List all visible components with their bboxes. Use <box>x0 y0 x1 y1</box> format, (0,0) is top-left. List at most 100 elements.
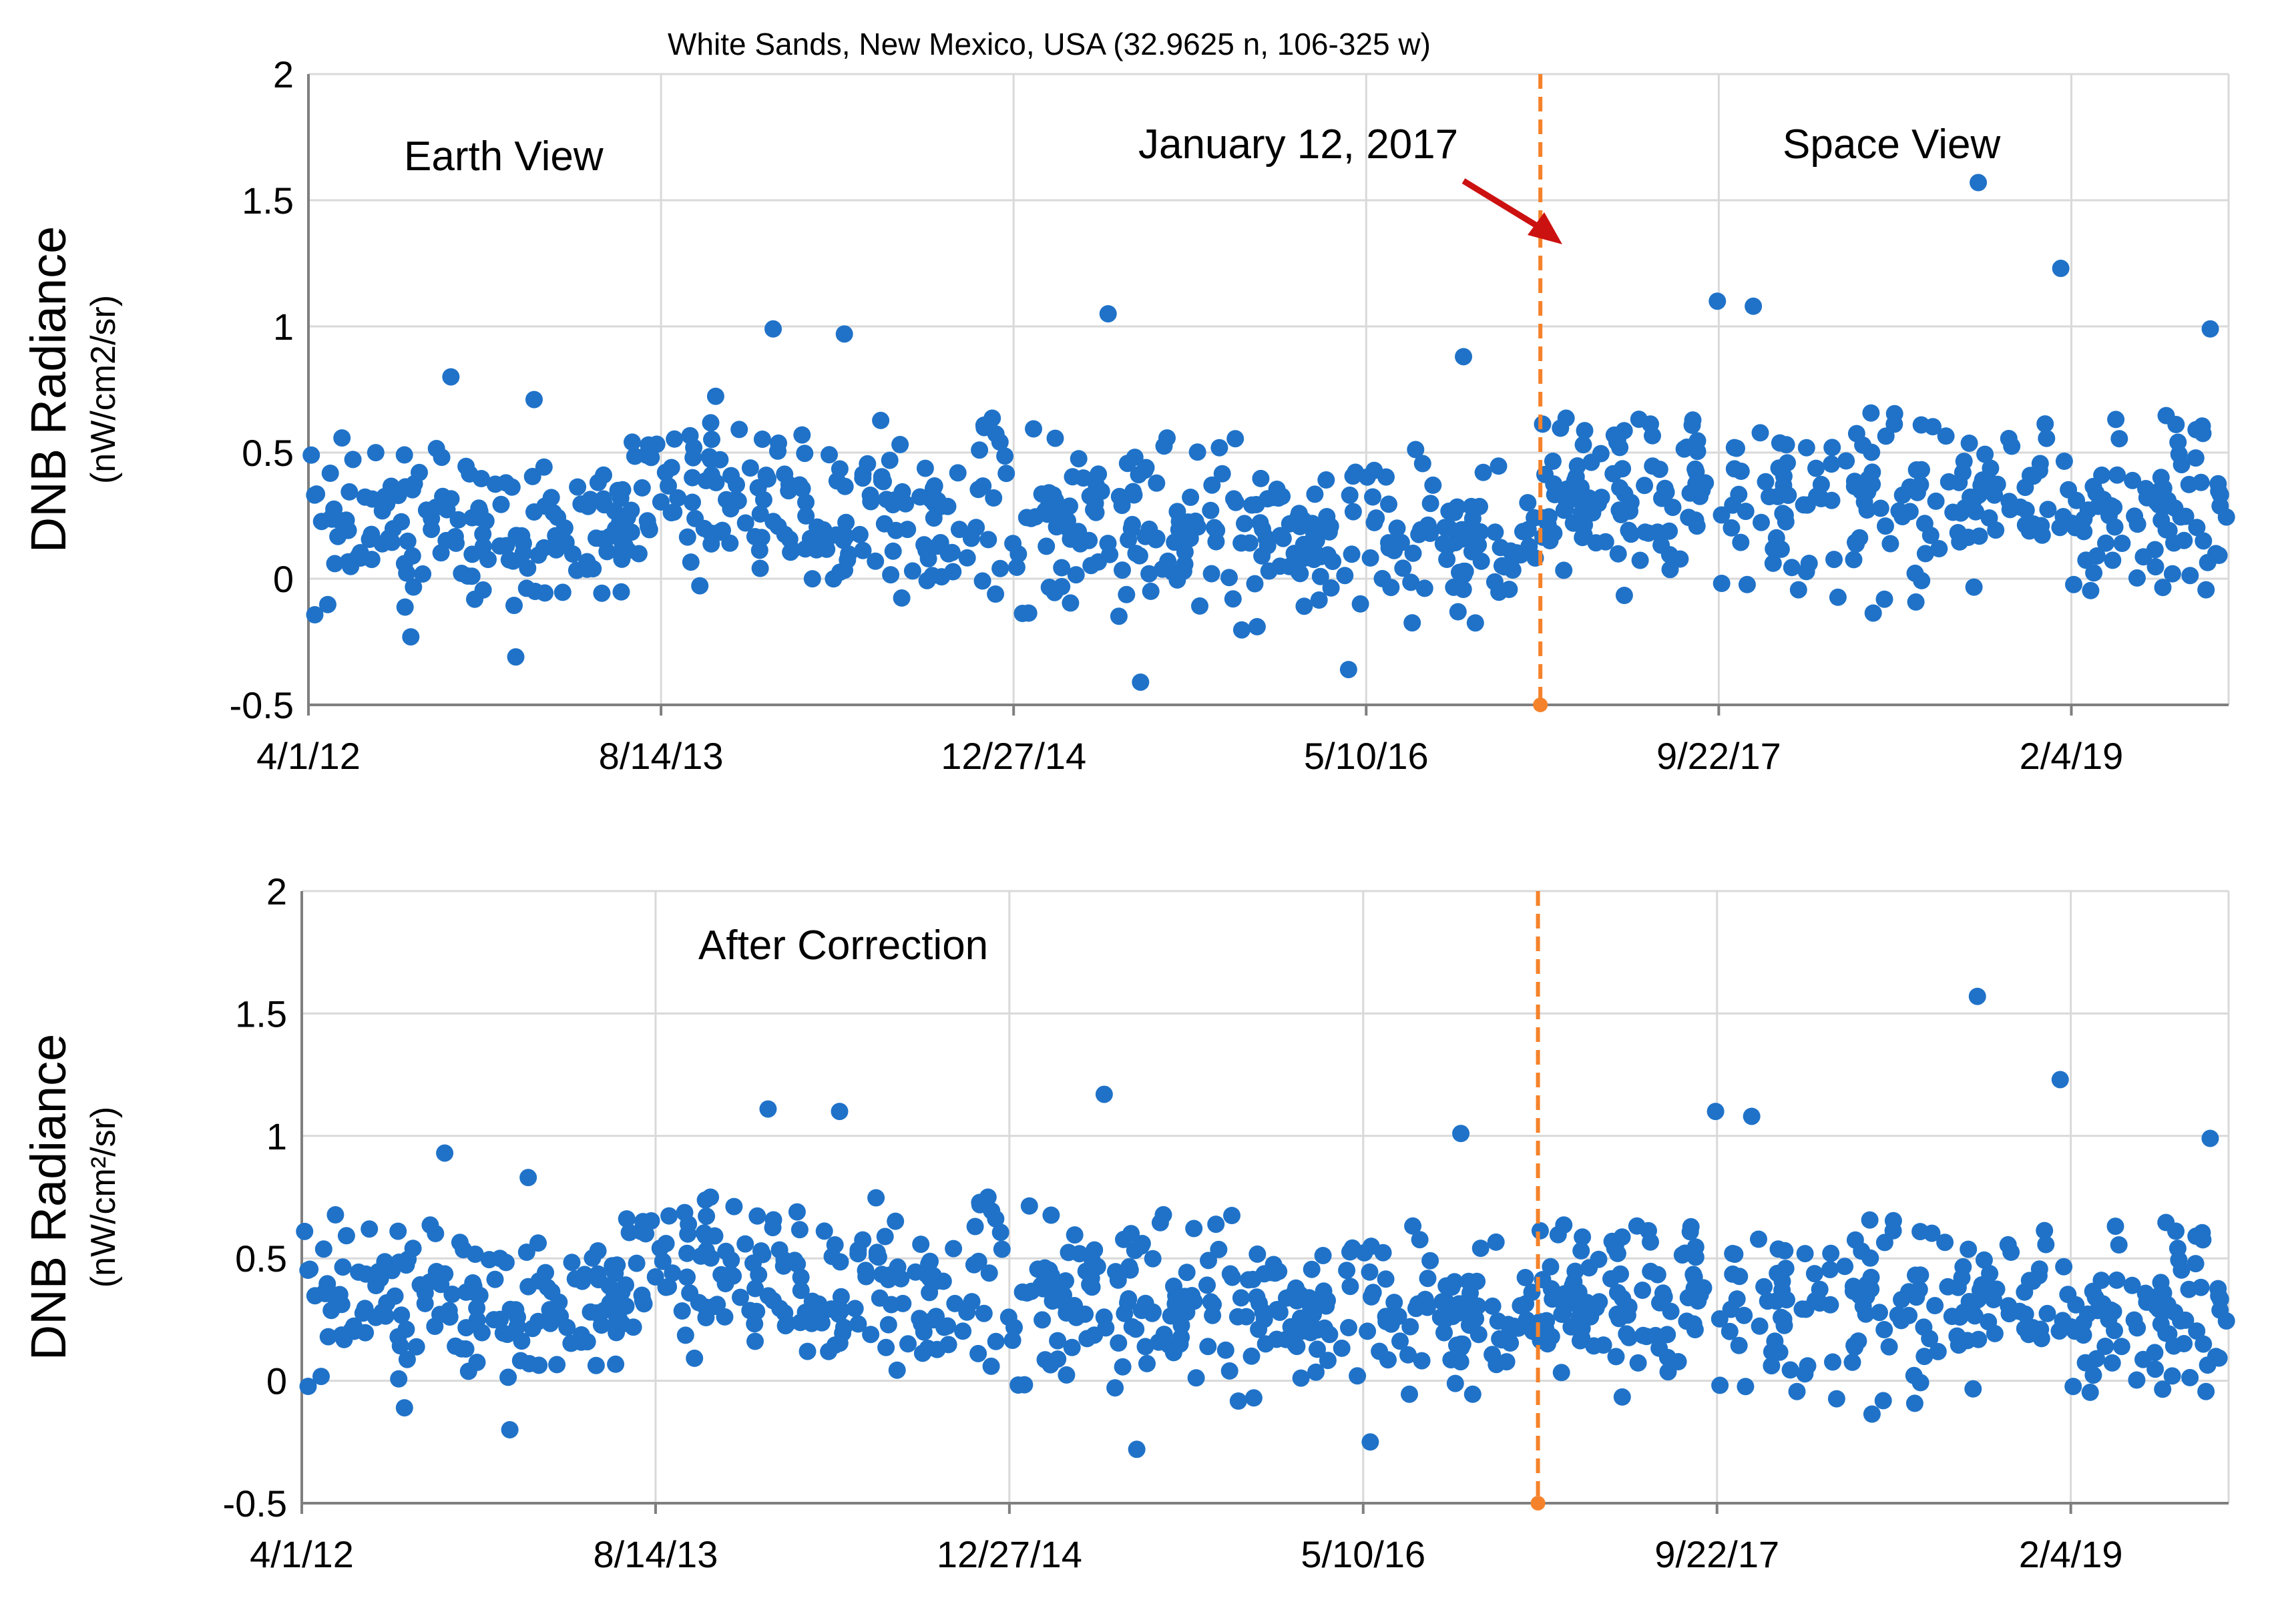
data-point <box>389 1222 407 1240</box>
data-point <box>617 1276 634 1294</box>
data-point <box>764 513 782 531</box>
data-point <box>1271 557 1289 575</box>
data-point <box>1556 501 1574 519</box>
data-point <box>1223 1207 1240 1224</box>
data-point <box>1907 461 1925 479</box>
data-point <box>1343 545 1361 563</box>
data-point <box>471 1286 489 1304</box>
data-point <box>1007 558 1026 576</box>
data-point <box>416 1294 434 1312</box>
data-point <box>1552 1364 1570 1382</box>
annotation-earth-view: Earth View <box>404 133 604 180</box>
data-point <box>1080 531 1098 549</box>
data-point <box>748 1302 766 1320</box>
data-point <box>877 1338 895 1356</box>
data-point <box>815 1222 833 1240</box>
x-tick-label: 9/22/17 <box>1654 1533 1779 1575</box>
data-point <box>1181 529 1199 547</box>
data-point <box>2104 1302 2122 1320</box>
data-point <box>2128 1371 2146 1389</box>
data-point <box>1271 527 1289 545</box>
data-point <box>472 470 490 487</box>
data-point <box>1336 567 1354 585</box>
data-point <box>2032 1330 2050 1348</box>
data-point <box>2138 489 2156 507</box>
data-point <box>1361 1263 1379 1281</box>
data-point <box>752 1242 770 1260</box>
data-point <box>622 523 640 541</box>
data-point <box>662 459 680 477</box>
data-point <box>1973 1276 1991 1294</box>
data-point <box>883 1296 900 1314</box>
data-point <box>918 571 936 589</box>
data-point <box>836 561 853 579</box>
data-point <box>2124 471 2142 489</box>
data-point <box>1044 486 1062 504</box>
data-point <box>1709 292 1727 310</box>
data-point <box>831 1103 849 1121</box>
data-point <box>736 1235 754 1253</box>
data-point <box>2112 1338 2130 1356</box>
data-point <box>879 1316 897 1334</box>
panel-top: -0.5 0 0.5 1 1.5 2 4/1/12 8/14/13 12/27/14 5/10/1… <box>21 53 2235 777</box>
data-point <box>1307 1363 1325 1381</box>
data-point <box>1621 502 1638 520</box>
data-point <box>919 550 937 567</box>
data-point <box>2210 1287 2228 1305</box>
data-point <box>1168 503 1186 521</box>
data-point <box>1188 443 1206 461</box>
data-point <box>971 441 989 459</box>
data-point <box>1788 1382 1806 1400</box>
data-point <box>1136 527 1154 545</box>
data-point <box>612 583 630 601</box>
data-point <box>624 433 641 451</box>
data-point <box>542 489 560 507</box>
data-point <box>574 1272 592 1290</box>
data-point <box>1455 348 1473 366</box>
data-point <box>2052 260 2070 278</box>
data-point <box>1915 1348 1934 1366</box>
data-point <box>1847 535 1865 553</box>
data-point <box>302 446 320 464</box>
data-point <box>2125 1311 2143 1329</box>
data-point <box>2036 415 2054 433</box>
data-point <box>1389 1308 1407 1325</box>
data-point <box>1200 1252 1217 1270</box>
data-point <box>1892 1312 1910 1330</box>
data-point <box>875 473 892 491</box>
data-point <box>1351 595 1369 613</box>
data-point <box>548 1356 566 1374</box>
data-point <box>997 465 1015 483</box>
data-point <box>1576 422 1594 440</box>
y-axis-units: (nW/cm2/sr) <box>84 295 123 484</box>
annotation-space-view: Space View <box>1783 121 2001 168</box>
data-point <box>2197 581 2215 599</box>
data-point <box>1448 498 1466 516</box>
data-point <box>695 1224 713 1242</box>
data-point <box>1940 473 1958 491</box>
data-point <box>730 421 748 439</box>
data-point <box>486 1270 504 1288</box>
data-point <box>2039 501 2057 519</box>
data-point <box>2158 1301 2176 1319</box>
data-point <box>1182 489 1200 506</box>
data-point <box>1539 1335 1556 1353</box>
data-point <box>854 465 872 483</box>
data-point <box>1936 1234 1954 1252</box>
data-point <box>698 1207 716 1226</box>
data-point <box>2146 541 2164 559</box>
x-tick-label: 8/14/13 <box>594 1533 718 1575</box>
data-point <box>380 529 398 547</box>
data-point <box>382 477 400 495</box>
data-point <box>2181 1368 2199 1386</box>
data-point <box>1843 1353 1861 1371</box>
data-point <box>1778 1291 1795 1309</box>
data-point <box>1686 511 1704 529</box>
data-point <box>1823 455 1841 473</box>
data-point <box>1862 1280 1880 1298</box>
data-point <box>796 445 814 463</box>
data-point <box>803 1314 821 1332</box>
data-point <box>523 467 541 485</box>
data-point <box>684 493 701 511</box>
